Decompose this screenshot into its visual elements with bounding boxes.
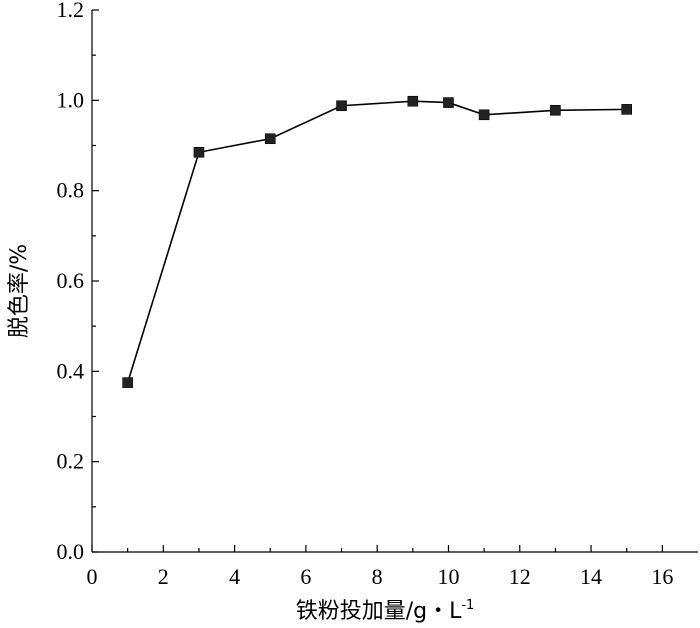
data-point-marker bbox=[264, 133, 276, 145]
x-ticks: 0 2 4 6 8 10 12 14 16 bbox=[87, 545, 673, 589]
x-axis-label-main: 铁粉投加量/g・L bbox=[296, 599, 462, 624]
x-tick-label: 0 bbox=[87, 564, 98, 589]
y-tick-label: 0.6 bbox=[57, 268, 85, 293]
x-axis-label-sup: -1 bbox=[461, 598, 474, 613]
x-tick-label: 2 bbox=[158, 564, 169, 589]
data-point-marker bbox=[122, 377, 133, 388]
y-ticks: 0.0 0.2 0.4 0.6 0.8 1.0 1.2 bbox=[57, 0, 99, 564]
data-point-marker bbox=[193, 146, 205, 158]
y-tick-label: 1.2 bbox=[57, 0, 85, 22]
y-tick-label: 0.8 bbox=[57, 178, 85, 203]
y-tick-label: 0.2 bbox=[57, 449, 85, 474]
x-tick-label: 6 bbox=[300, 564, 311, 589]
x-tick-label: 12 bbox=[509, 564, 531, 589]
y-tick-label: 0.0 bbox=[57, 539, 85, 564]
y-tick-label: 1.0 bbox=[57, 87, 85, 112]
data-point-marker bbox=[336, 100, 347, 112]
series-line bbox=[126, 100, 627, 383]
axes bbox=[91, 10, 698, 553]
x-tick-label: 14 bbox=[580, 564, 602, 589]
x-tick-label: 16 bbox=[651, 564, 673, 589]
x-tick-label: 4 bbox=[229, 564, 240, 589]
data-point-marker bbox=[621, 104, 633, 115]
data-point-marker bbox=[407, 95, 419, 107]
data-point-marker bbox=[478, 109, 490, 121]
x-tick-label: 8 bbox=[372, 564, 383, 589]
y-tick-label: 0.4 bbox=[57, 358, 85, 383]
y-axis-label: 脱色率/% bbox=[7, 244, 32, 338]
data-point-marker bbox=[443, 97, 454, 108]
data-point-marker bbox=[550, 104, 561, 116]
series-layer bbox=[122, 95, 633, 388]
x-tick-label: 10 bbox=[437, 564, 459, 589]
x-axis-label: 铁粉投加量/g・L-1 bbox=[296, 598, 475, 624]
